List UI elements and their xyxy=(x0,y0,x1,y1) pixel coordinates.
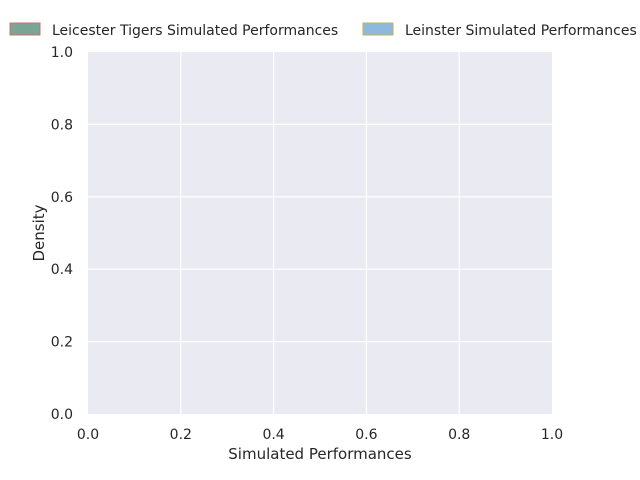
legend-label-leicester-tigers: Leicester Tigers Simulated Performances xyxy=(52,23,338,39)
x-tick-label: 1.0 xyxy=(541,427,563,443)
y-tick-label: 0.2 xyxy=(51,335,73,351)
y-tick-label: 1.0 xyxy=(51,45,73,61)
y-tick-label: 0.8 xyxy=(51,117,73,133)
plot-area xyxy=(88,52,552,414)
y-tick-label: 0.4 xyxy=(51,262,73,278)
x-tick-label: 0.4 xyxy=(262,427,284,443)
x-tick-label: 0.8 xyxy=(448,427,470,443)
x-axis-ticks: 0.0 0.2 0.4 0.6 0.8 1.0 xyxy=(77,427,563,443)
x-axis-label: Simulated Performances xyxy=(228,445,412,463)
x-tick-label: 0.2 xyxy=(170,427,192,443)
legend-swatch-leicester-tigers xyxy=(9,22,41,36)
y-tick-label: 0.6 xyxy=(51,190,73,206)
x-tick-label: 0.0 xyxy=(77,427,99,443)
x-tick-label: 0.6 xyxy=(355,427,377,443)
y-axis-label: Density xyxy=(30,204,48,261)
grid-lines xyxy=(88,52,552,414)
legend-label-leinster: Leinster Simulated Performances xyxy=(405,23,637,39)
legend: Leicester Tigers Simulated Performances … xyxy=(9,22,637,39)
y-axis-ticks: 0.0 0.2 0.4 0.6 0.8 1.0 xyxy=(51,45,73,423)
legend-swatch-leinster xyxy=(362,22,394,36)
y-tick-label: 0.0 xyxy=(51,407,73,423)
